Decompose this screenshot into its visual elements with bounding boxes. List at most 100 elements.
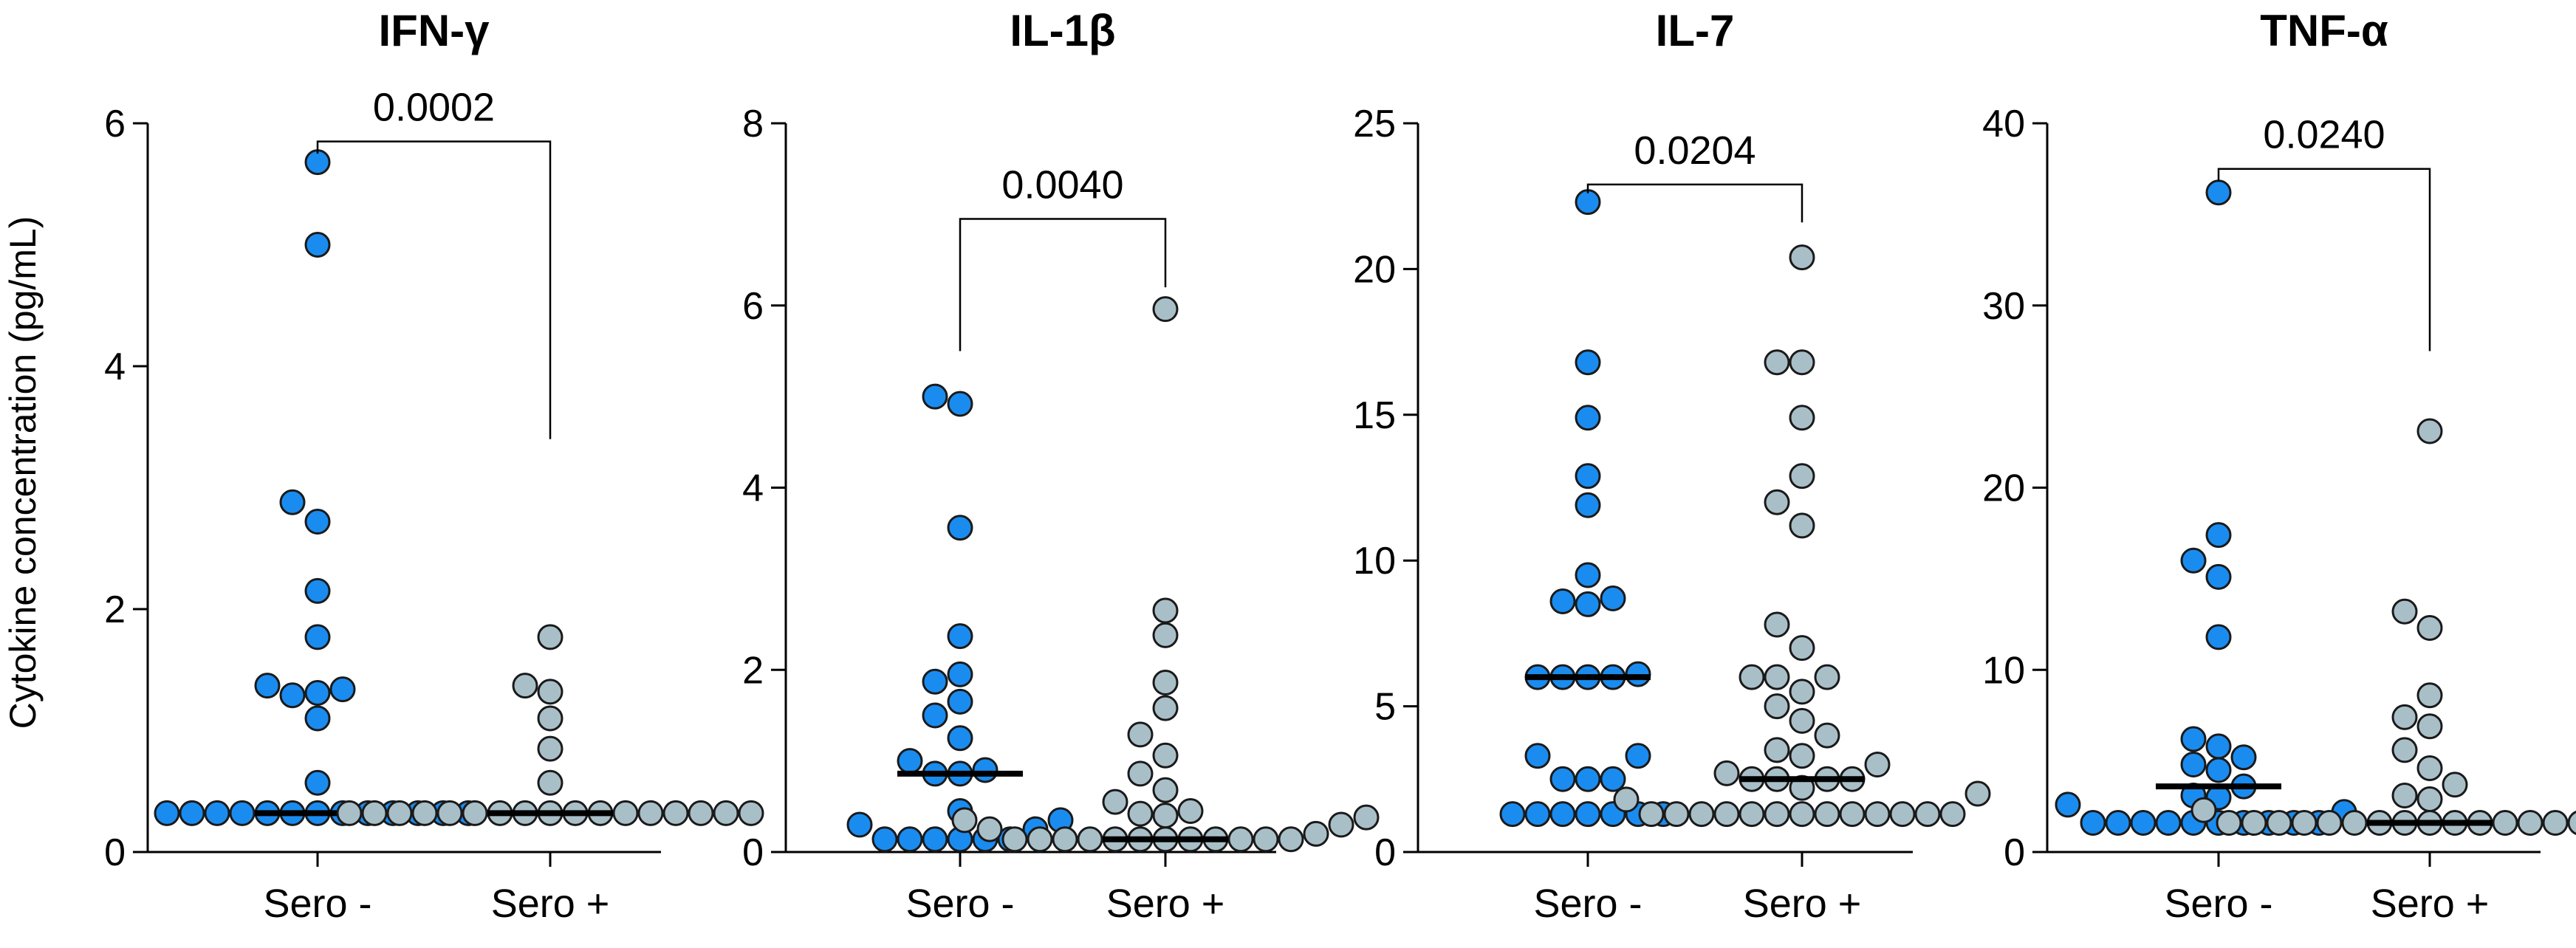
data-point — [897, 748, 923, 774]
data-point — [1764, 489, 1790, 515]
panel-il-7: IL-7 0 5 10 15 20 25 Sero - Sero + 0.0204 — [1353, 6, 1991, 926]
data-point — [254, 673, 281, 699]
data-point — [537, 624, 564, 650]
data-point — [1864, 801, 1891, 828]
data-point — [1939, 801, 1966, 828]
data-point — [2542, 810, 2569, 837]
data-point — [1600, 585, 1626, 612]
data-point — [462, 800, 488, 826]
data-point — [947, 391, 973, 417]
y-tick-label: 0 — [2004, 831, 2025, 874]
data-point — [304, 705, 331, 732]
data-point — [537, 679, 564, 705]
data-point — [1253, 826, 1279, 853]
data-point — [279, 682, 306, 709]
data-point — [1789, 463, 1815, 490]
data-point — [1663, 801, 1690, 828]
data-point — [1575, 405, 1601, 431]
y-tick-label: 6 — [104, 103, 126, 145]
x-category-label: Sero - — [1533, 882, 1642, 926]
data-point — [1303, 820, 1329, 847]
data-point — [411, 800, 438, 826]
data-point — [1152, 296, 1179, 323]
panel-title: IL-1β — [1010, 6, 1115, 55]
data-point — [1789, 707, 1815, 734]
data-point — [1027, 826, 1053, 853]
data-point — [846, 811, 873, 838]
data-point — [537, 769, 564, 796]
data-point — [1764, 664, 1790, 690]
panel-title: TNF-α — [2260, 6, 2388, 55]
data-point — [2416, 682, 2443, 709]
data-point — [1789, 405, 1815, 431]
data-point — [2416, 786, 2443, 812]
data-point — [2266, 810, 2292, 837]
y-tick-label: 8 — [742, 103, 764, 145]
data-point — [1152, 670, 1179, 696]
data-point — [2230, 744, 2257, 771]
y-tick-label: 4 — [742, 467, 764, 510]
data-point — [1764, 801, 1790, 828]
data-point — [361, 800, 388, 826]
y-tick-label: 4 — [104, 346, 126, 388]
significance-bracket — [2217, 168, 2431, 351]
x-category-label: Sero + — [2371, 882, 2490, 926]
data-point — [947, 661, 973, 687]
data-point — [304, 577, 331, 604]
data-point — [204, 800, 230, 826]
data-point — [2205, 563, 2232, 590]
data-point — [2180, 547, 2207, 574]
data-point — [947, 515, 973, 541]
data-point — [1613, 786, 1640, 813]
data-point — [2216, 810, 2242, 837]
data-point — [1789, 801, 1815, 828]
panel-ifn: IFN-γ 0 2 4 6 Sero - Sero + 0.0002 — [104, 6, 764, 926]
data-point — [1353, 804, 1380, 831]
data-point — [1789, 635, 1815, 662]
data-point — [713, 800, 739, 826]
data-point — [2205, 179, 2232, 206]
data-point — [2241, 810, 2267, 837]
data-point — [1102, 789, 1128, 815]
data-point — [1789, 743, 1815, 769]
data-point — [1549, 766, 1576, 792]
y-tick-label: 0 — [742, 831, 764, 874]
data-point — [1499, 801, 1526, 828]
data-point — [2190, 797, 2217, 823]
data-point — [512, 673, 538, 699]
data-point — [2205, 624, 2232, 650]
y-tick-label: 10 — [1353, 540, 1396, 583]
data-point — [1814, 664, 1840, 690]
data-point — [1839, 801, 1866, 828]
data-point — [2205, 522, 2232, 549]
y-tick-label: 30 — [1982, 285, 2025, 328]
data-point — [947, 623, 973, 650]
data-point — [2291, 810, 2318, 837]
data-point — [2391, 737, 2418, 763]
data-point — [922, 826, 948, 853]
data-point — [1625, 743, 1651, 769]
data-point — [1575, 189, 1601, 216]
data-point — [1889, 801, 1916, 828]
data-point — [897, 826, 923, 853]
significance-bracket — [1586, 183, 1803, 223]
data-point — [947, 688, 973, 715]
data-point — [2492, 810, 2518, 837]
data-point — [304, 769, 331, 796]
data-point — [2391, 704, 2418, 730]
data-point — [2416, 713, 2443, 740]
data-point — [2155, 810, 2182, 837]
data-point — [972, 757, 998, 783]
data-point — [1814, 722, 1840, 749]
data-point — [1575, 492, 1601, 518]
data-point — [1575, 349, 1601, 376]
p-value-label: 0.0240 — [2263, 113, 2385, 157]
data-point — [1764, 737, 1790, 763]
data-point — [1127, 721, 1154, 748]
y-tick-label: 5 — [1374, 686, 1396, 729]
data-point — [1575, 766, 1601, 792]
p-value-label: 0.0204 — [1634, 128, 1755, 173]
data-point — [1278, 826, 1304, 853]
panel-title: IFN-γ — [379, 6, 490, 55]
data-point — [1127, 760, 1154, 787]
